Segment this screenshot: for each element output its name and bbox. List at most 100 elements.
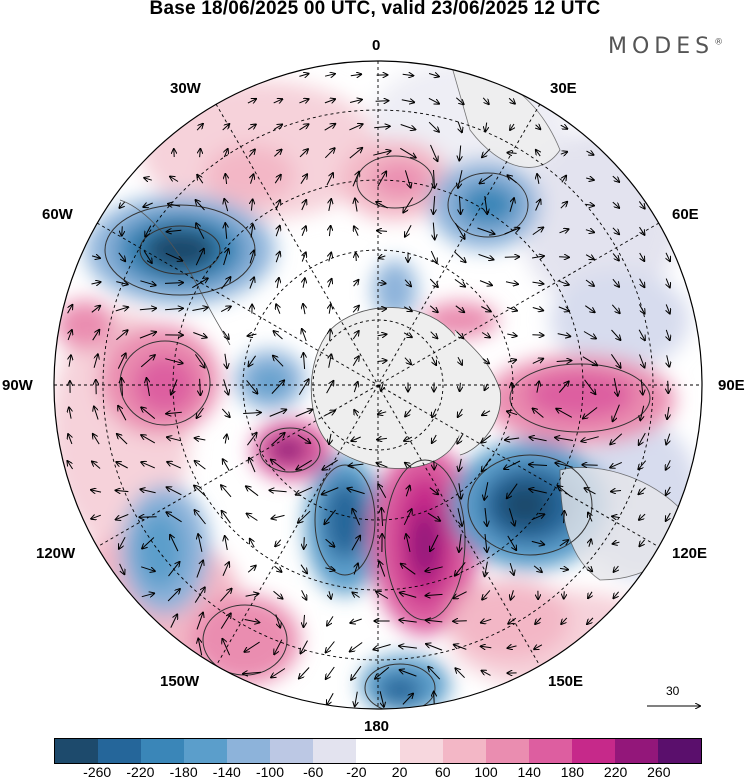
wind-vector [400, 670, 417, 677]
wind-vector [171, 379, 178, 395]
wind-vector [329, 354, 332, 368]
wind-vector [480, 174, 493, 184]
wind-vector [192, 278, 207, 289]
wind-vector [299, 74, 308, 77]
wind-vector [196, 200, 205, 211]
wind-vector [585, 305, 594, 313]
lon-label-0: 0 [372, 37, 381, 54]
wind-vector [273, 99, 283, 103]
wind-vector [587, 617, 594, 624]
wind-vector [195, 438, 206, 440]
wind-vector [251, 225, 253, 238]
wind-vector [193, 332, 206, 338]
wind-vector [170, 177, 179, 182]
lon-label-90w: 90W [2, 377, 33, 394]
colorbar-tick-label: -260 [83, 764, 112, 780]
wind-vector [92, 330, 100, 341]
wind-vector [585, 279, 594, 286]
wind-vector [666, 486, 671, 495]
wind-vector [377, 309, 386, 310]
wind-vector [559, 540, 568, 547]
wind-vector [429, 278, 438, 287]
wind-vector [168, 204, 181, 206]
lon-label-120w: 120W [36, 545, 76, 562]
wind-vector [164, 283, 183, 284]
wind-vector [300, 564, 307, 574]
wind-vector [354, 564, 358, 575]
wind-vector [192, 308, 207, 311]
wind-vector [611, 304, 619, 313]
wind-vector [194, 354, 204, 367]
wind-vector [405, 463, 412, 468]
wind-vector [555, 463, 573, 468]
wind-vector [400, 593, 417, 598]
colorbar-tick-label: -180 [169, 764, 198, 780]
wind-vector [68, 434, 72, 445]
wind-vector [432, 356, 436, 365]
lon-label-90e: 90E [718, 377, 745, 394]
wind-vector [93, 434, 100, 445]
wind-vector [378, 484, 387, 498]
wind-vector [272, 515, 285, 518]
wind-vector [69, 407, 71, 419]
wind-vector [638, 201, 644, 208]
wind-vector [246, 486, 259, 497]
wind-vector [532, 359, 543, 364]
wind-vector [508, 97, 515, 103]
wind-vector [405, 225, 412, 236]
wind-vector [167, 589, 180, 602]
wind-vector [222, 562, 229, 577]
wind-vector [531, 514, 545, 521]
wind-vector [117, 353, 125, 369]
wind-vector [535, 617, 542, 624]
wind-vector [325, 538, 335, 546]
wind-vector [589, 539, 591, 547]
colorbar-tick-label: 180 [560, 764, 585, 780]
wind-vector [225, 435, 227, 444]
colorbar-bin [657, 739, 701, 763]
wind-vector [558, 306, 569, 311]
wind-vector [532, 227, 543, 236]
colorbar-bin [614, 739, 658, 763]
wind-vector [481, 434, 492, 442]
wind-vector [557, 334, 571, 337]
wind-vector [196, 124, 203, 131]
wind-vector [377, 361, 386, 362]
wind-vector [455, 561, 466, 575]
wind-vector [329, 226, 330, 237]
wind-vector [562, 176, 566, 183]
wind-vector [640, 252, 645, 261]
wind-vector [507, 411, 518, 414]
wind-vector [326, 173, 333, 186]
wind-vector [274, 565, 282, 572]
wind-vector [329, 199, 331, 211]
wind-vector [532, 308, 543, 311]
map-title: Base 18/06/2025 00 UTC, valid 23/06/2025… [149, 0, 601, 19]
wind-vector [378, 283, 385, 284]
wind-vector [119, 563, 125, 574]
wind-vector [507, 360, 516, 362]
wind-vector [639, 226, 645, 235]
wind-vector [484, 482, 489, 500]
colorbar-bin [485, 739, 529, 763]
wind-vector [612, 516, 620, 517]
wind-vector [426, 644, 443, 651]
wind-vector [198, 534, 203, 552]
wind-vector [536, 125, 541, 129]
wind-vector [482, 97, 489, 104]
wind-vector [329, 253, 331, 262]
wind-vector [304, 614, 305, 627]
wind-vector [243, 672, 262, 673]
colorbar-tick-label: 140 [517, 764, 541, 780]
wind-vector [350, 74, 361, 76]
wind-vector [457, 508, 462, 526]
wind-vector [459, 534, 461, 552]
wind-vector [324, 411, 335, 416]
wind-vector [116, 282, 127, 285]
wind-vectors [67, 74, 670, 707]
wind-vector [141, 593, 154, 596]
wind-vector [585, 204, 594, 205]
wind-vector [559, 257, 569, 258]
wind-vector [299, 667, 310, 679]
